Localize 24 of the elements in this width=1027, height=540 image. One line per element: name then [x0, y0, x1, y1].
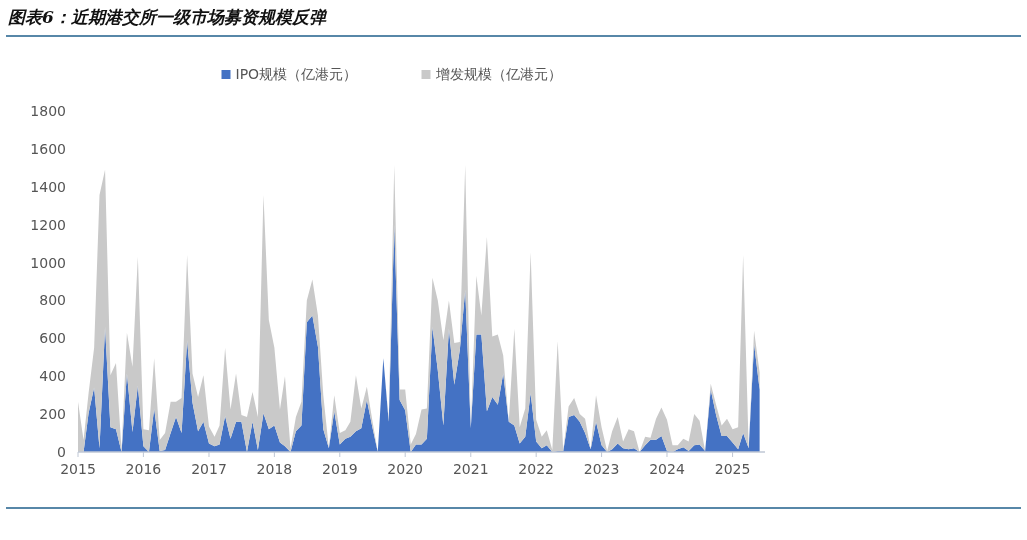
y-tick-label: 1400 — [30, 178, 66, 195]
x-tick-label: 2017 — [191, 461, 227, 477]
y-tick-label: 1200 — [30, 216, 66, 233]
x-tick-label: 2022 — [518, 461, 554, 477]
x-tick-label: 2015 — [60, 461, 96, 477]
y-tick-label: 1600 — [30, 140, 66, 157]
x-tick-label: 2021 — [452, 461, 489, 477]
legend-label: 增发规模（亿港元） — [434, 66, 562, 82]
chart-title: 图表6：近期港交所一级市场募资规模反弹 — [8, 7, 328, 27]
x-tick-label: 2020 — [387, 461, 424, 477]
x-tick-label: 2024 — [649, 461, 685, 477]
legend-label: IPO规模（亿港元） — [235, 66, 358, 82]
y-tick-label: 0 — [57, 444, 66, 460]
y-tick-label: 1000 — [30, 254, 66, 271]
y-tick-label: 800 — [39, 292, 66, 309]
y-tick-label: 600 — [39, 330, 66, 347]
y-tick-label: 1800 — [30, 103, 66, 119]
x-tick-label: 2016 — [125, 461, 162, 477]
x-tick-label: 2019 — [321, 461, 358, 477]
x-tick-label: 2018 — [256, 461, 293, 477]
y-tick-label: 200 — [39, 406, 66, 423]
x-tick-label: 2025 — [714, 461, 751, 477]
y-tick-label: 400 — [39, 368, 66, 385]
x-tick-label: 2023 — [583, 461, 620, 477]
